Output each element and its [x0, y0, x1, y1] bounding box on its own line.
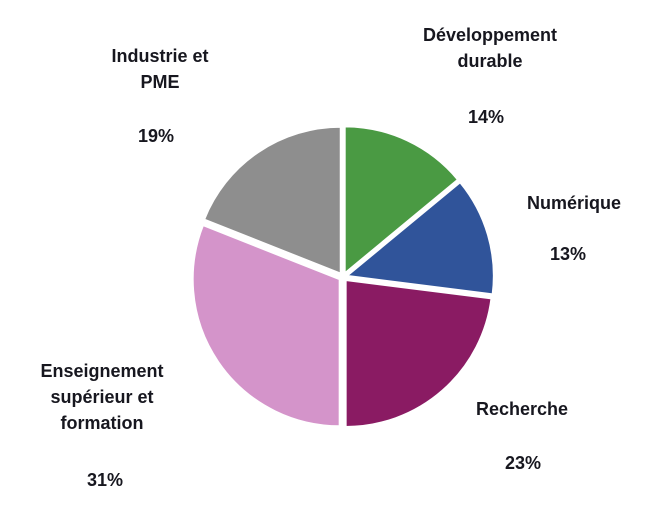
slice-label-enseignement-superieur-formation: Enseignement supérieur et formation — [40, 361, 164, 433]
pie-slice-recherche — [344, 279, 493, 428]
pie — [191, 125, 495, 428]
slice-pct-developpement-durable: 14% — [467, 107, 505, 127]
slice-label-developpement-durable: Développement durable — [422, 25, 558, 71]
slice-label-recherche: Recherche — [475, 399, 569, 419]
slice-label-numerique: Numérique — [526, 193, 622, 213]
slice-pct-recherche: 23% — [504, 453, 542, 473]
pie-slice-industrie-pme — [203, 125, 342, 275]
slice-pct-enseignement-superieur-formation: 31% — [86, 470, 124, 490]
slice-pct-numerique: 13% — [549, 244, 587, 264]
pie-slice-enseignement-superieur-formation — [191, 224, 341, 428]
slice-label-industrie-pme: Industrie et PME — [111, 46, 209, 92]
pie-slice-developpement-durable — [343, 125, 459, 275]
slice-pct-industrie-pme: 19% — [137, 126, 175, 146]
pie-slice-numerique — [345, 181, 495, 296]
